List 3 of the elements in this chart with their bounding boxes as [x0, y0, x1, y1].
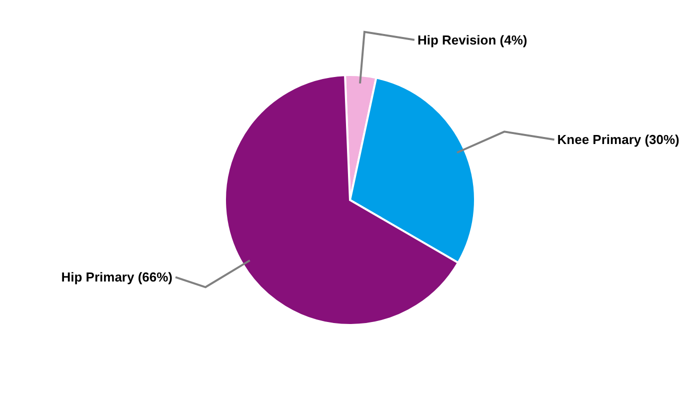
slice-label: Hip Primary (66%)	[61, 270, 172, 285]
slice-label: Knee Primary (30%)	[557, 132, 680, 148]
slice-label: Hip Revision (4%)	[417, 32, 528, 48]
